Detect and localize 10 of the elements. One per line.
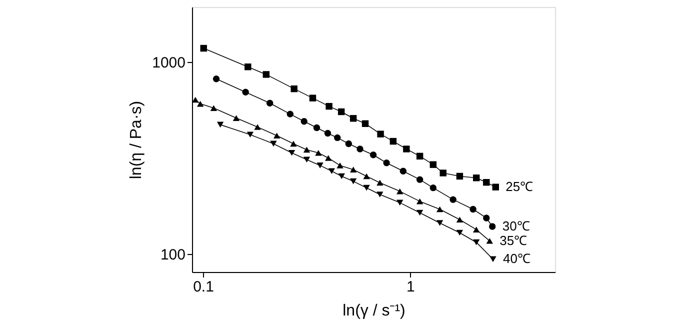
y-axis-title: ln(η / Pa·s): [128, 100, 146, 180]
series-label: 30℃: [502, 218, 530, 234]
series-label: 40℃: [502, 251, 530, 266]
y-tick-label: 100: [160, 246, 186, 264]
x-axis-title: ln(γ / s⁻¹): [342, 302, 406, 320]
x-tick-label: 0.1: [193, 278, 214, 296]
series-label: 25℃: [506, 179, 534, 194]
series-label: 35℃: [500, 232, 528, 248]
y-tick-label: 1000: [152, 54, 186, 72]
x-tick-label: 1: [406, 278, 415, 296]
